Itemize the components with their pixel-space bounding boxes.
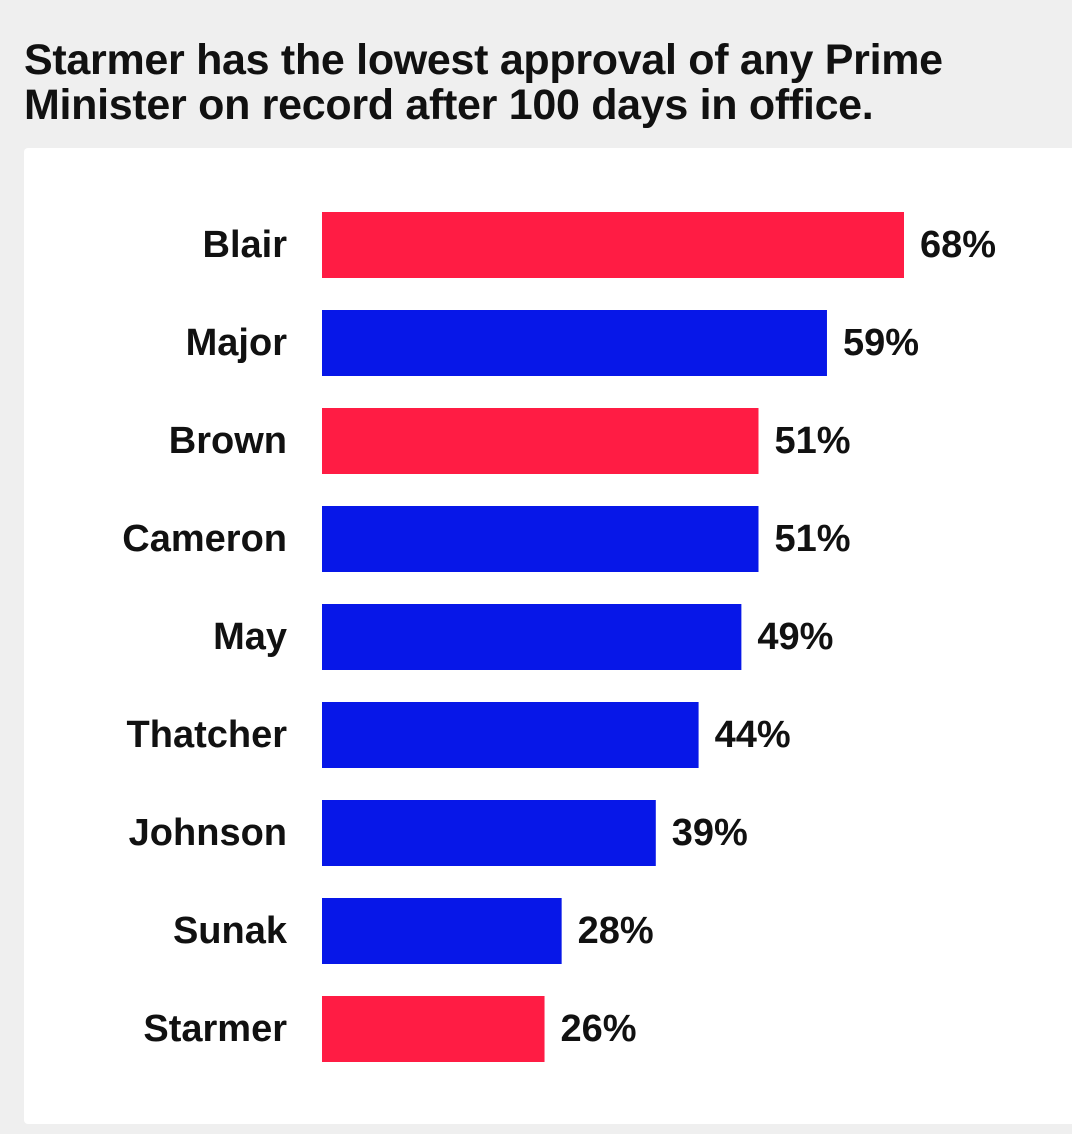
chart-title-line-1: Starmer has the lowest approval of any P… (24, 36, 943, 84)
bar-major (322, 310, 827, 376)
bar-thatcher (322, 702, 699, 768)
bar-sunak (322, 898, 562, 964)
category-label-blair: Blair (203, 224, 288, 266)
category-label-cameron: Cameron (122, 518, 287, 560)
value-label-starmer: 26% (561, 1008, 637, 1050)
bar-blair (322, 212, 904, 278)
bar-starmer (322, 996, 545, 1062)
value-label-cameron: 51% (775, 518, 851, 560)
value-label-johnson: 39% (672, 812, 748, 854)
value-label-major: 59% (843, 322, 919, 364)
category-label-starmer: Starmer (143, 1008, 287, 1050)
category-label-major: Major (186, 322, 288, 364)
chart-title-line-2: Minister on record after 100 days in off… (24, 81, 874, 129)
category-label-may: May (213, 616, 287, 658)
category-label-brown: Brown (169, 420, 287, 462)
value-label-blair: 68% (920, 224, 996, 266)
value-label-thatcher: 44% (715, 714, 791, 756)
bar-may (322, 604, 742, 670)
category-label-thatcher: Thatcher (127, 714, 288, 756)
chart-title: Starmer has the lowest approval of any P… (24, 38, 1064, 128)
bars-group: Blair 68% Major 59% Brown 51% Cameron 51% May 49%… (122, 212, 996, 1062)
value-label-sunak: 28% (578, 910, 654, 952)
bar-johnson (322, 800, 656, 866)
category-label-sunak: Sunak (173, 910, 288, 952)
category-label-johnson: Johnson (129, 812, 287, 854)
value-label-may: 49% (757, 616, 833, 658)
value-label-brown: 51% (775, 420, 851, 462)
bar-cameron (322, 506, 759, 572)
bar-brown (322, 408, 759, 474)
